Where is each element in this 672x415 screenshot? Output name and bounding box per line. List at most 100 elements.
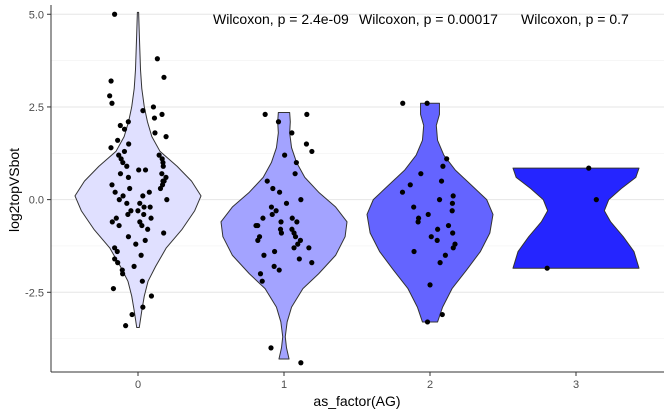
data-point	[440, 163, 446, 169]
data-point	[304, 111, 310, 117]
data-point	[544, 265, 550, 271]
data-point	[108, 145, 114, 151]
data-point	[255, 237, 261, 243]
data-point	[109, 100, 115, 106]
data-point	[140, 193, 146, 199]
data-point	[306, 245, 312, 251]
data-point	[125, 211, 131, 218]
data-point	[135, 208, 141, 214]
data-point	[295, 241, 301, 247]
data-point	[445, 222, 452, 229]
data-point	[257, 271, 264, 277]
data-point	[114, 248, 120, 255]
data-point	[120, 271, 126, 277]
data-point	[147, 204, 153, 210]
data-point	[116, 152, 122, 158]
data-point	[116, 222, 122, 229]
data-point	[418, 171, 424, 177]
data-point	[160, 163, 166, 169]
data-point	[140, 304, 146, 310]
data-point	[293, 159, 299, 166]
data-point	[449, 208, 455, 214]
data-point	[156, 152, 162, 158]
data-point	[123, 323, 129, 329]
data-point	[450, 245, 456, 251]
data-point	[164, 197, 170, 203]
axes	[50, 5, 664, 373]
data-point	[292, 234, 299, 240]
data-point	[289, 130, 295, 136]
data-point	[108, 78, 114, 84]
data-point	[112, 11, 118, 17]
x-tick-label: 1	[281, 379, 287, 391]
data-point	[268, 204, 275, 210]
data-point	[268, 345, 274, 351]
data-point	[296, 256, 302, 262]
annotation-1: Wilcoxon, p = 0.00017	[359, 11, 498, 27]
data-point	[142, 167, 149, 173]
data-point	[400, 100, 406, 106]
data-point	[424, 100, 430, 106]
y-tick-label: 2.5	[29, 102, 44, 114]
data-point	[139, 278, 145, 284]
data-point	[442, 252, 448, 258]
data-point	[411, 248, 417, 255]
data-point	[124, 163, 130, 169]
data-point	[278, 230, 285, 236]
data-point	[146, 189, 152, 195]
data-point	[129, 311, 135, 318]
data-point	[133, 241, 139, 247]
data-point	[139, 222, 145, 229]
y-tick-label: 0.0	[29, 195, 44, 207]
data-point	[109, 219, 115, 225]
data-point	[112, 245, 118, 251]
data-point	[427, 282, 433, 288]
data-point	[115, 260, 121, 266]
data-point	[425, 211, 431, 218]
data-point	[127, 185, 133, 192]
data-point	[138, 252, 144, 258]
data-point	[253, 222, 259, 229]
data-point	[112, 189, 118, 195]
data-point	[157, 185, 164, 192]
data-point	[150, 104, 157, 110]
data-point	[126, 141, 132, 147]
data-point	[276, 189, 283, 195]
data-point	[159, 171, 165, 177]
data-point	[439, 311, 445, 318]
data-point	[142, 237, 148, 243]
data-point	[141, 211, 147, 218]
data-point	[434, 237, 440, 243]
data-point	[128, 208, 134, 214]
data-point	[140, 108, 146, 114]
data-point	[435, 226, 441, 232]
data-point	[116, 197, 122, 203]
data-point	[309, 148, 315, 155]
data-point	[145, 226, 151, 232]
data-point	[289, 215, 295, 221]
violin-group-3	[512, 167, 640, 269]
data-point	[271, 263, 277, 269]
data-point	[411, 204, 417, 210]
data-point	[291, 245, 297, 251]
data-point	[282, 152, 288, 158]
data-point	[152, 130, 158, 136]
data-point	[125, 119, 131, 125]
data-point	[259, 278, 265, 284]
data-point	[121, 148, 128, 155]
data-point	[283, 200, 290, 206]
data-point	[112, 256, 118, 262]
data-point	[275, 119, 282, 125]
data-point	[109, 182, 115, 188]
data-point	[586, 165, 592, 171]
data-point	[428, 234, 434, 240]
data-point	[117, 171, 124, 177]
data-point	[276, 267, 282, 273]
data-point	[264, 178, 270, 184]
y-tick-label: -2.5	[25, 287, 44, 299]
data-point	[278, 219, 284, 225]
x-tick-label: 3	[573, 379, 579, 391]
data-point	[120, 193, 126, 199]
data-point	[444, 156, 450, 162]
